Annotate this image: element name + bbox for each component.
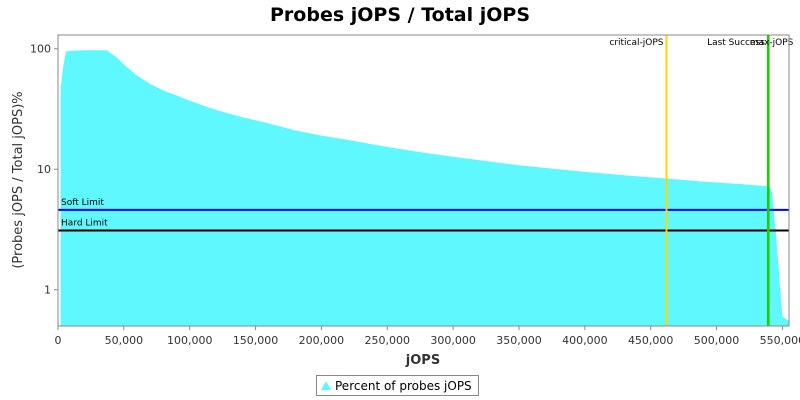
x-tick-label: 250,000 [365, 334, 411, 347]
x-tick-label: 300,000 [430, 334, 476, 347]
x-tick-label: 100,000 [167, 334, 213, 347]
y-tick-label: 10 [37, 163, 51, 176]
y-tick-label: 1 [44, 284, 51, 297]
chart-title: Probes jOPS / Total jOPS [270, 4, 530, 26]
area-series-0 [60, 50, 790, 327]
x-tick-label: 550,000 [760, 334, 800, 347]
reference-line-label-1: Hard Limit [61, 219, 108, 229]
x-axis-label: jOPS [405, 353, 440, 368]
x-tick-label: 50,000 [105, 334, 144, 347]
legend-item-label: Percent of probes jOPS [335, 378, 472, 393]
x-tick-label: 400,000 [562, 334, 608, 347]
x-tick-label: 500,000 [694, 334, 740, 347]
reference-line-label-0: Soft Limit [61, 198, 104, 208]
x-tick-label: 200,000 [299, 334, 345, 347]
y-axis-label: (Probes jOPS / Total jOPS)% [11, 91, 26, 268]
y-tick-label: 100 [30, 43, 51, 56]
x-tick-label: 350,000 [496, 334, 542, 347]
legend: Percent of probes jOPS [316, 375, 479, 396]
x-tick-label: 0 [55, 334, 62, 347]
marker-label-1: Last Success [707, 38, 765, 48]
marker-label-0: critical-jOPS [609, 38, 663, 48]
legend-swatch-icon [321, 381, 331, 390]
plot-border [57, 34, 790, 327]
x-tick-label: 450,000 [628, 334, 674, 347]
x-tick-label: 150,000 [233, 334, 279, 347]
marker-label-2: max-jOPS [750, 38, 794, 48]
